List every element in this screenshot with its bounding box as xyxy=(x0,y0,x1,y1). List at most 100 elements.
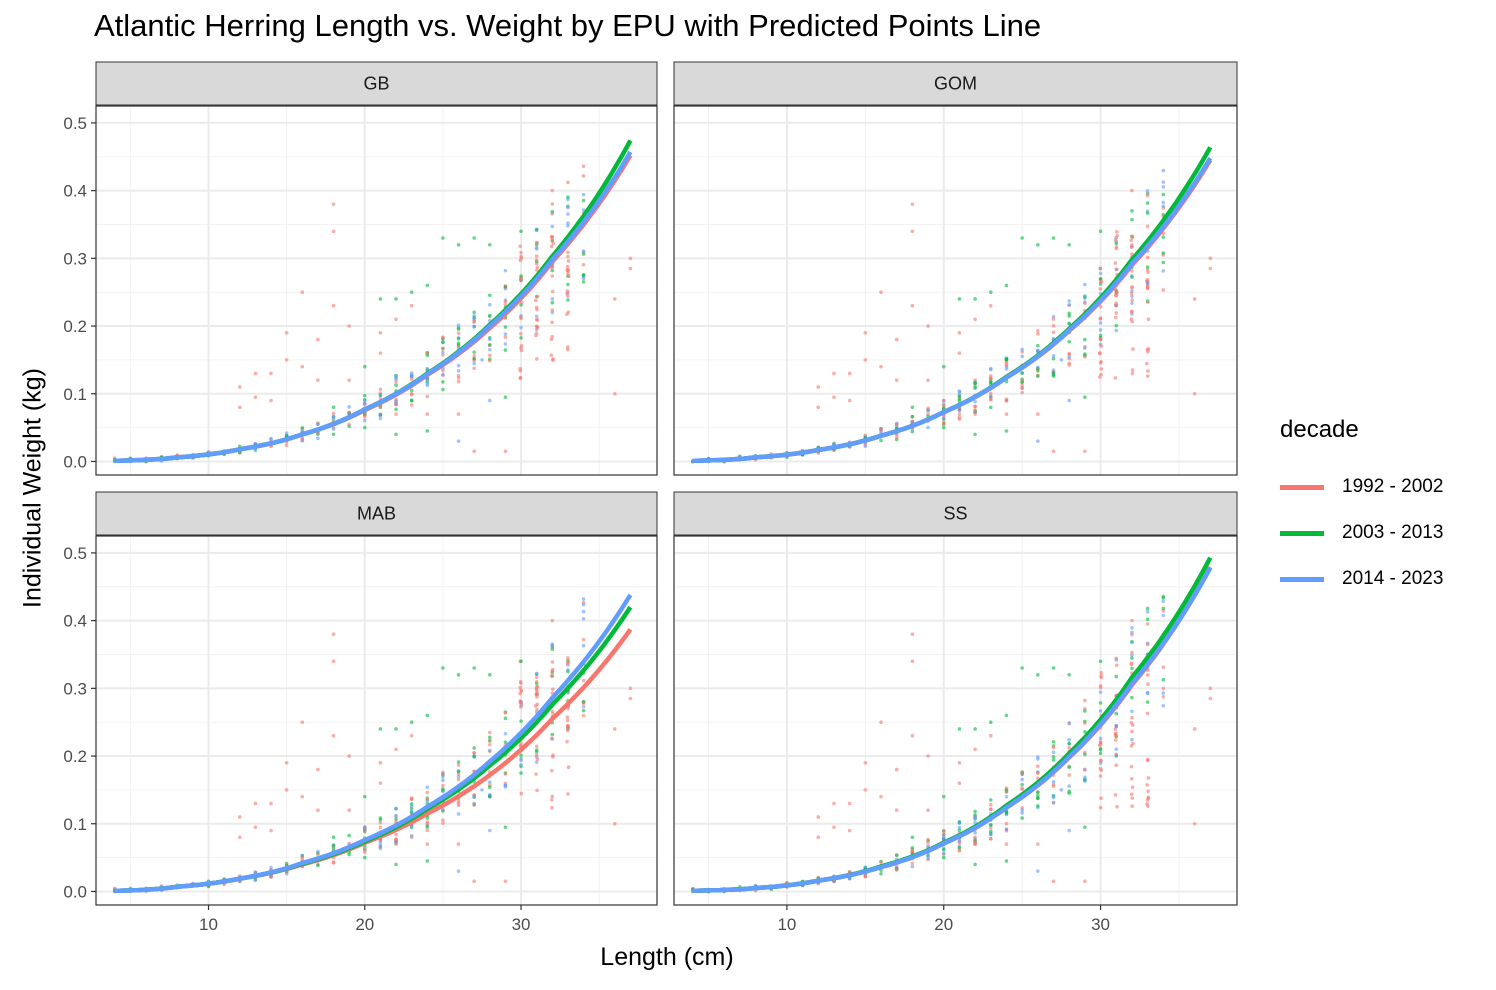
data-point xyxy=(1036,343,1040,348)
data-point xyxy=(973,727,977,731)
data-point xyxy=(957,389,962,394)
data-point xyxy=(347,754,351,758)
data-point xyxy=(331,427,336,431)
data-point xyxy=(1004,357,1009,361)
data-point xyxy=(1067,339,1071,344)
data-point xyxy=(566,298,570,302)
data-point xyxy=(566,212,570,216)
data-point xyxy=(534,675,539,680)
data-point xyxy=(565,264,570,269)
data-point xyxy=(1051,879,1056,884)
data-point xyxy=(1161,599,1166,604)
data-point xyxy=(503,332,508,336)
data-point xyxy=(1051,794,1056,799)
data-point xyxy=(1130,715,1134,720)
data-point xyxy=(1114,656,1119,661)
data-point xyxy=(503,395,508,399)
data-point xyxy=(1130,796,1135,800)
data-point xyxy=(613,391,617,396)
data-point xyxy=(300,436,305,441)
data-point xyxy=(284,788,289,792)
data-point xyxy=(1130,737,1134,742)
data-point xyxy=(1036,242,1040,247)
data-point xyxy=(1114,311,1119,315)
data-point xyxy=(1020,390,1024,395)
y-tick-label: 0.2 xyxy=(63,317,87,336)
data-point xyxy=(551,755,555,759)
data-point xyxy=(863,761,868,765)
data-point xyxy=(1036,374,1040,378)
data-point xyxy=(1114,323,1119,328)
data-point xyxy=(1146,270,1150,275)
data-point xyxy=(519,741,523,745)
data-point xyxy=(988,832,993,837)
data-point xyxy=(1004,713,1009,718)
data-point xyxy=(1020,808,1024,812)
data-point xyxy=(1098,659,1103,664)
data-point xyxy=(518,700,523,704)
data-point xyxy=(1004,810,1009,815)
data-point xyxy=(1099,367,1104,371)
data-point xyxy=(1129,245,1134,249)
data-point xyxy=(519,229,523,234)
data-point xyxy=(441,335,445,340)
x-tick-label: 10 xyxy=(777,915,796,934)
data-point xyxy=(816,835,821,840)
data-point xyxy=(1131,741,1135,746)
data-point xyxy=(1098,748,1103,752)
data-point xyxy=(910,835,915,840)
data-point xyxy=(957,845,962,850)
data-point xyxy=(409,733,414,738)
data-point xyxy=(472,353,476,358)
data-point xyxy=(409,804,414,808)
data-point xyxy=(941,794,946,799)
data-point xyxy=(581,174,586,178)
data-point xyxy=(237,385,242,389)
data-point xyxy=(487,794,492,799)
data-point xyxy=(503,785,508,789)
data-point xyxy=(503,299,508,304)
data-point xyxy=(816,815,821,819)
data-point xyxy=(565,718,570,723)
data-point xyxy=(487,242,492,247)
data-point xyxy=(957,727,962,731)
data-point xyxy=(1098,690,1103,694)
data-point xyxy=(237,815,242,819)
data-point xyxy=(1145,255,1150,260)
data-point xyxy=(894,853,899,857)
data-point xyxy=(1051,750,1056,755)
data-point xyxy=(1146,300,1150,304)
data-point xyxy=(362,364,367,369)
data-point xyxy=(894,435,899,440)
data-point xyxy=(1098,774,1103,778)
data-point xyxy=(550,736,554,741)
data-point xyxy=(519,758,523,763)
data-point xyxy=(316,422,320,426)
data-point xyxy=(973,399,977,404)
data-point xyxy=(988,825,993,830)
data-point xyxy=(581,643,586,648)
data-point xyxy=(613,821,617,826)
data-point xyxy=(565,723,570,728)
data-point xyxy=(1146,758,1150,763)
data-point xyxy=(1051,330,1056,335)
data-point xyxy=(879,860,883,864)
data-point xyxy=(425,825,430,829)
data-point xyxy=(581,609,586,614)
data-point xyxy=(566,310,571,314)
data-point xyxy=(534,748,539,752)
data-point xyxy=(581,597,586,601)
data-point xyxy=(472,361,476,366)
data-point xyxy=(347,422,351,427)
data-point xyxy=(394,383,398,388)
data-point xyxy=(378,416,383,421)
data-point xyxy=(926,425,930,430)
data-point xyxy=(503,335,508,340)
y-tick-label: 0.4 xyxy=(63,182,87,201)
data-point xyxy=(566,223,570,228)
data-point xyxy=(409,392,414,397)
data-point xyxy=(409,303,414,308)
data-point xyxy=(487,738,492,743)
data-point xyxy=(378,727,383,731)
